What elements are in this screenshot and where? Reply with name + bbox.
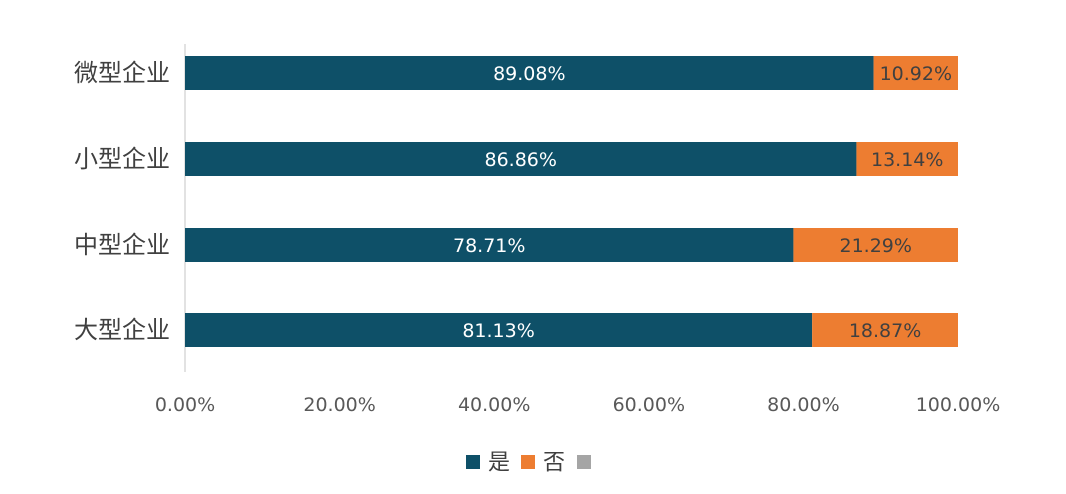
bar-data-label: 18.87%: [849, 320, 921, 342]
legend-swatch: [466, 455, 480, 469]
category-label: 大型企业: [74, 316, 170, 344]
bar-data-label: 10.92%: [880, 63, 952, 85]
bar-segment: [856, 142, 958, 176]
x-tick-labels: 0.00% 20.00% 40.00% 60.00% 80.00% 100.00%: [155, 394, 1000, 416]
bar-segment: [185, 56, 874, 90]
legend-swatch: [577, 455, 591, 469]
bar-segment: [185, 313, 813, 347]
legend-swatch: [521, 455, 535, 469]
bar-segment: [185, 142, 857, 176]
x-tick-label: 100.00%: [916, 394, 1001, 416]
bar-segment: [873, 56, 958, 90]
category-label: 小型企业: [74, 145, 170, 173]
bar-segment: [185, 228, 794, 262]
bar-segment: [812, 313, 958, 347]
bar-data-label: 89.08%: [493, 63, 565, 85]
bar-data-label: 86.86%: [484, 149, 556, 171]
bar-data-label: 78.71%: [453, 235, 525, 257]
x-tick-label: 0.00%: [155, 394, 215, 416]
x-tick-label: 60.00%: [613, 394, 685, 416]
legend: 是否: [466, 451, 591, 476]
bar-data-label: 21.29%: [839, 235, 911, 257]
legend-label: 是: [488, 451, 510, 476]
bar-data-label: 81.13%: [462, 320, 534, 342]
bar-data-label: 13.14%: [871, 149, 943, 171]
x-tick-label: 80.00%: [767, 394, 839, 416]
bars-group: 89.08% 10.92% 86.86% 13.14% 78.71% 21.29% 81.1…: [185, 56, 958, 347]
bar-segment: [793, 228, 958, 262]
category-label: 中型企业: [74, 231, 170, 259]
x-tick-label: 20.00%: [303, 394, 375, 416]
legend-label: 否: [543, 451, 565, 476]
x-tick-label: 40.00%: [458, 394, 530, 416]
category-label: 微型企业: [74, 59, 170, 87]
